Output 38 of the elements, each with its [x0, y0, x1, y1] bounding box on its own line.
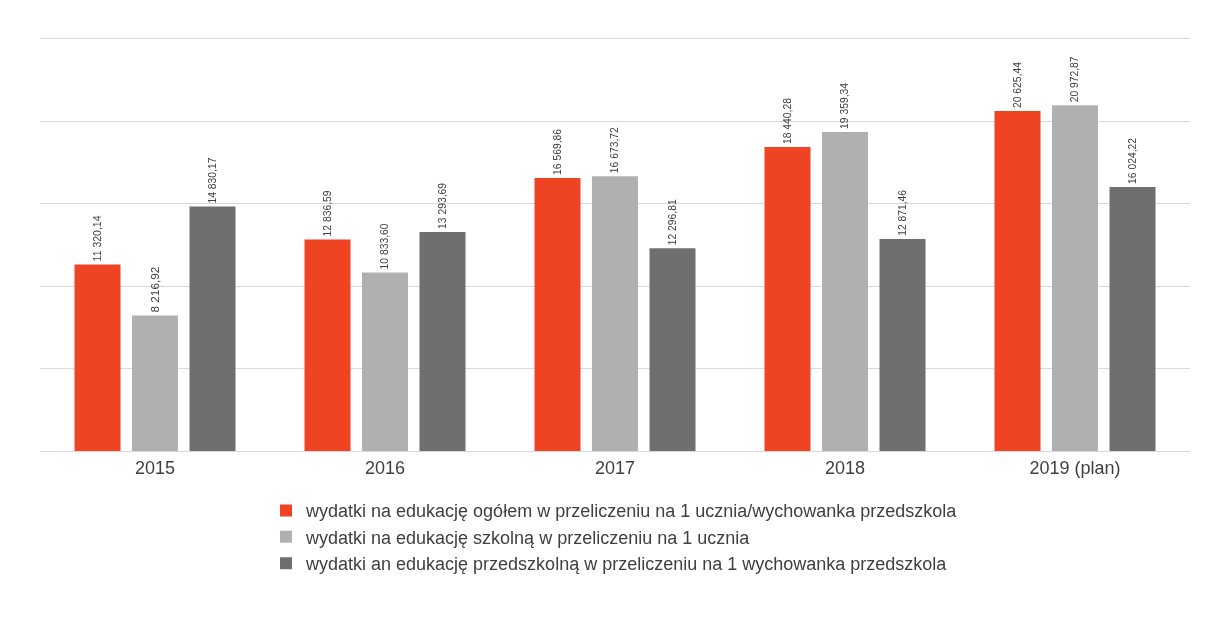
bar — [362, 272, 408, 451]
data-label: 12 871,46 — [896, 189, 908, 236]
data-label: 16 569,86 — [551, 128, 563, 175]
data-label: 20 972,87 — [1069, 56, 1081, 103]
data-label: 19 359,34 — [839, 82, 851, 129]
bar — [764, 147, 811, 451]
x-tick-label: 2019 (plan) — [1029, 457, 1121, 478]
legend-label: wydatki na edukację szkolną w przeliczeniu na 1 ucznia — [305, 527, 751, 548]
data-label: 12 296,81 — [666, 199, 678, 246]
bar — [189, 206, 236, 451]
bar — [879, 238, 926, 451]
bar — [74, 264, 121, 451]
data-label: 13 293,69 — [436, 182, 448, 229]
bar — [592, 176, 638, 451]
bar — [534, 177, 581, 451]
x-tick-label: 2018 — [824, 457, 866, 478]
legend-label: wydatki na edukację ogółem w przeliczeniu na 1 ucznia/wychowanka przedszkola — [305, 501, 958, 522]
bar — [822, 131, 868, 451]
data-label: 10 833,60 — [379, 223, 391, 270]
data-label: 11 320,14 — [91, 215, 103, 262]
data-label: 14 830,17 — [206, 157, 218, 204]
data-label: 16 024,22 — [1126, 137, 1138, 184]
bar — [419, 231, 466, 451]
x-tick-label: 2017 — [594, 457, 636, 478]
data-label: 18 440,28 — [781, 97, 793, 145]
bar — [994, 111, 1041, 451]
data-label: 12 836,59 — [321, 190, 333, 237]
bar — [304, 239, 351, 451]
bar — [132, 315, 178, 451]
x-tick-label: 2015 — [134, 457, 176, 478]
bar — [1109, 186, 1156, 451]
data-label: 8 216,92 — [147, 266, 162, 313]
data-label: 16 673,72 — [609, 126, 621, 174]
bar — [1052, 105, 1098, 451]
data-label: 20 625,44 — [1011, 61, 1023, 109]
legend-label: wydatki an edukację przedszkolną w przeliczeniu na 1 wychowanka przedszkola — [305, 554, 948, 575]
bar — [649, 248, 696, 451]
x-tick-label: 2016 — [364, 457, 406, 478]
